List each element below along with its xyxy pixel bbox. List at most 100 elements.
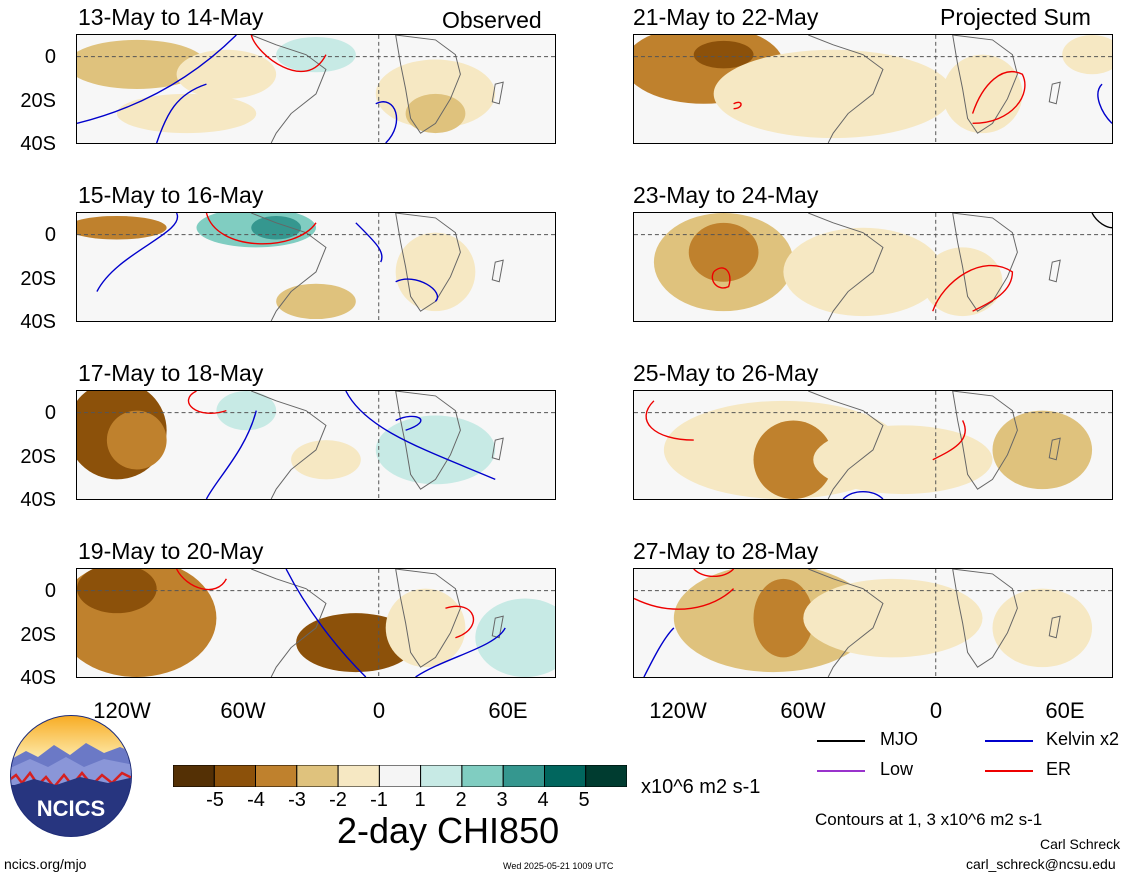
y-tick-20s: 20S [20,446,56,468]
panel-title-7: 25-May to 26-May [633,360,819,386]
wave-contour [355,222,383,263]
colorbar-label: -2 [329,789,347,811]
colorbar-label: 1 [414,789,426,811]
observed-label: Observed [442,7,542,33]
field-shading [291,440,361,480]
field-shading [276,283,356,320]
colorbar-label: -1 [370,789,388,811]
wave-contour [345,391,496,480]
colorbar-units: x10^6 m2 s-1 [641,776,761,798]
map-panel [633,212,1113,322]
colorbar-box [255,765,298,787]
map-panel [633,390,1113,500]
map-canvas [634,213,1112,321]
coastline [1048,437,1061,461]
x-tick-60e: 60E [488,698,528,723]
coastline [1048,615,1061,639]
field-shading [116,93,257,134]
panel-title-8: 27-May to 28-May [633,538,819,564]
coastline [251,391,327,499]
field-shading [395,232,476,312]
map-canvas [634,569,1112,677]
y-tick-40s: 40S [20,133,56,155]
wave-contour [395,415,422,431]
panel-title-3: 17-May to 18-May [78,360,264,386]
legend-label-er: ER [1046,759,1072,779]
field-shading [693,40,754,69]
field-shading [942,54,1023,134]
field-shading [783,227,943,317]
legend-label-low: Low [880,759,914,779]
y-tick-0: 0 [44,224,56,246]
field-shading [475,598,555,677]
field-shading [405,93,466,134]
map-canvas [77,35,555,143]
y-tick-40s: 40S [20,667,56,689]
map-panel [76,212,556,322]
map-canvas [634,35,1112,143]
panel-title-1: 13-May to 14-May [78,4,264,30]
field-shading [992,588,1093,668]
coastline [952,569,1018,668]
coastline [491,437,504,461]
colorbar [173,765,627,787]
coastline [251,569,327,677]
wave-contour [1097,83,1112,124]
wave-contour [645,400,694,441]
y-tick-0: 0 [44,402,56,424]
field-shading [753,578,814,658]
coastline [491,81,504,105]
field-shading [1062,35,1112,75]
coastline [1048,81,1061,105]
wave-contour [175,569,227,591]
coastline [251,213,327,321]
coastline [395,35,461,134]
coastline [251,35,327,143]
legend-swatch-mjo [817,740,865,742]
coastline [395,213,461,312]
y-tick-20s: 20S [20,90,56,112]
wave-contour [156,83,207,143]
coastline [1048,259,1061,283]
legend-swatch-low [817,770,865,772]
author: Carl Schreck [1040,836,1121,852]
x-tick-120w: 120W [93,698,151,723]
map-panel [76,34,556,144]
field-shading [803,578,983,658]
panel-title-6: 23-May to 24-May [633,182,819,208]
colorbar-box [502,765,546,787]
map-panel [633,568,1113,678]
field-shading [251,215,302,240]
coastline [952,213,1018,312]
panel-title-2: 15-May to 16-May [78,182,264,208]
field-shading [216,391,277,431]
field-shading [106,410,167,470]
wave-contour [711,267,731,289]
field-shading [688,222,759,282]
y-tick-20s: 20S [20,268,56,290]
y-tick-40s: 40S [20,311,56,333]
projected-sum-label: Projected Sum [940,4,1091,30]
author-email[interactable]: carl_schreck@ncsu.edu [966,856,1116,872]
panel-title-5: 21-May to 22-May [633,4,819,30]
website-link[interactable]: ncics.org/mjo [4,856,87,872]
colorbar-box [378,765,422,787]
legend-swatch-er [985,770,1033,772]
field-shading [813,425,993,495]
wave-contour [250,35,327,73]
panel-title-4: 19-May to 20-May [78,538,264,564]
coastline [808,569,884,677]
coastline [808,35,884,143]
y-tick-0: 0 [44,580,56,602]
legend-label-kelvin: Kelvin x2 [1046,729,1120,749]
map-panel [76,390,556,500]
y-tick-40s: 40S [20,489,56,511]
coastline [491,259,504,283]
x-tick-60w: 60W [220,698,266,723]
legend-swatch-kelvin [985,740,1033,742]
wave-contour [842,490,884,499]
timestamp: Wed 2025-05-21 1009 UTC [503,861,614,871]
wave-contour [375,101,398,143]
ncics-logo: NCICS [10,715,132,837]
map-canvas [77,569,555,677]
